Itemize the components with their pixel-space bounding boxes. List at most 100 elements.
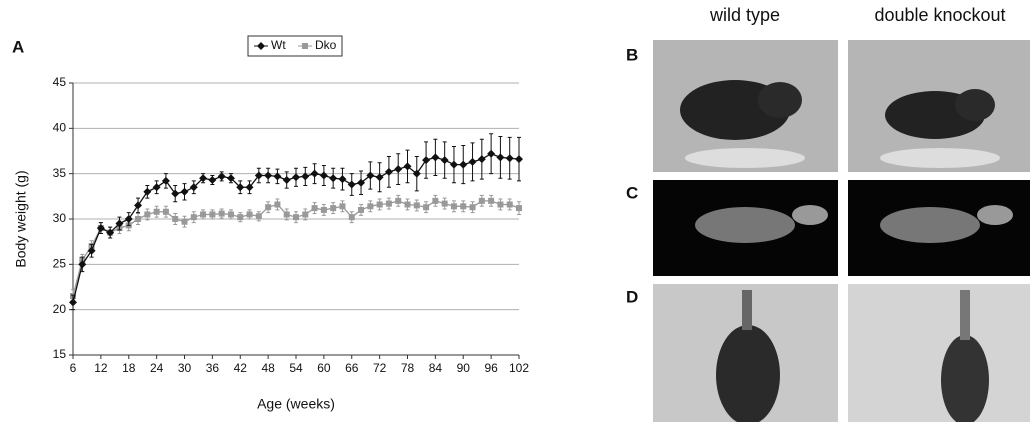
data-point — [348, 214, 355, 221]
data-point — [367, 203, 374, 210]
data-point — [265, 204, 272, 211]
y-tick-label: 30 — [53, 211, 67, 225]
data-point — [302, 211, 309, 218]
y-tick-label: 25 — [53, 257, 67, 271]
data-point — [199, 174, 208, 183]
panel-label: A — [12, 37, 24, 56]
data-point — [274, 201, 281, 208]
data-point — [478, 197, 485, 204]
x-tick-label: 48 — [261, 361, 275, 375]
data-point — [301, 172, 310, 181]
data-point — [245, 183, 254, 192]
data-point — [106, 228, 115, 237]
data-point — [293, 214, 299, 221]
legend-label: Wt — [271, 38, 286, 52]
x-tick-label: 54 — [289, 361, 303, 375]
data-point — [376, 201, 383, 208]
legend-label: Dko — [315, 38, 337, 52]
data-point — [423, 204, 430, 211]
data-point — [515, 155, 523, 164]
y-tick-label: 15 — [53, 347, 67, 361]
data-point — [347, 180, 356, 189]
panel-label: B — [626, 45, 638, 64]
legend-marker — [257, 42, 265, 50]
data-point — [496, 153, 505, 162]
legend-marker — [302, 43, 308, 49]
data-point — [180, 187, 189, 196]
data-point — [264, 171, 273, 180]
photo-b-wt — [653, 40, 838, 172]
data-point — [236, 183, 245, 192]
data-point — [469, 204, 476, 211]
data-point — [487, 149, 496, 158]
x-tick-label: 78 — [401, 361, 415, 375]
data-point — [78, 260, 87, 269]
data-point — [292, 173, 300, 182]
data-point — [449, 160, 458, 169]
data-point — [273, 172, 282, 181]
data-point — [200, 211, 207, 218]
data-point — [516, 205, 522, 212]
data-point — [412, 169, 421, 178]
x-tick-label: 18 — [122, 361, 136, 375]
data-point — [209, 211, 216, 218]
data-point — [134, 201, 143, 210]
data-point — [135, 216, 142, 222]
x-tick-label: 102 — [509, 361, 529, 375]
data-point — [217, 172, 226, 181]
data-point — [237, 214, 244, 221]
data-point — [311, 205, 318, 212]
data-point — [329, 174, 338, 183]
data-point — [459, 160, 468, 169]
data-point — [208, 176, 217, 185]
data-point — [330, 205, 337, 212]
x-tick-label: 12 — [94, 361, 108, 375]
data-point — [255, 213, 262, 220]
y-tick-label: 35 — [53, 166, 67, 180]
data-point — [506, 201, 513, 208]
data-point — [440, 156, 449, 165]
data-point — [172, 216, 179, 222]
data-point — [413, 202, 420, 209]
data-point — [310, 169, 319, 178]
photo-d-dko — [848, 284, 1030, 422]
x-tick-label: 24 — [150, 361, 164, 375]
data-point — [162, 208, 169, 215]
x-tick-label: 6 — [70, 361, 77, 375]
data-point — [497, 201, 504, 208]
data-point — [115, 219, 124, 228]
data-point — [246, 211, 253, 218]
data-point — [144, 211, 151, 218]
photo-d-wt — [653, 284, 838, 422]
data-point — [450, 203, 457, 210]
data-point — [320, 206, 327, 213]
data-point — [96, 224, 105, 233]
data-point — [254, 171, 263, 180]
data-point — [171, 189, 180, 198]
data-point — [477, 155, 486, 164]
x-tick-label: 60 — [317, 361, 331, 375]
data-point — [468, 157, 477, 166]
data-point — [431, 153, 440, 162]
x-tick-label: 30 — [178, 361, 192, 375]
photo-b-dko — [848, 40, 1030, 172]
data-point — [282, 176, 291, 185]
data-point — [161, 176, 170, 185]
data-point — [227, 211, 234, 218]
data-point — [432, 197, 439, 204]
data-point — [404, 201, 411, 208]
data-point — [460, 203, 467, 210]
data-point — [190, 214, 197, 221]
data-point — [395, 197, 402, 204]
x-tick-label: 66 — [345, 361, 359, 375]
legend-box — [247, 35, 343, 57]
x-axis-label: Age (weeks) — [257, 396, 335, 412]
data-point — [385, 200, 392, 207]
data-point — [283, 211, 290, 218]
y-tick-label: 20 — [53, 302, 67, 316]
data-point — [375, 173, 384, 182]
data-point — [87, 246, 96, 255]
x-tick-label: 42 — [234, 361, 248, 375]
x-tick-label: 90 — [457, 361, 471, 375]
